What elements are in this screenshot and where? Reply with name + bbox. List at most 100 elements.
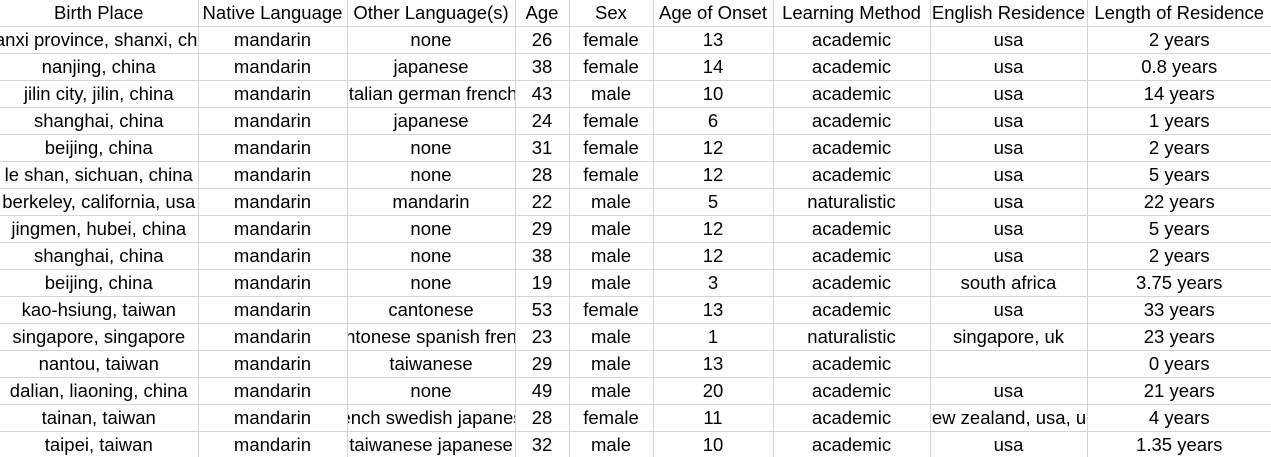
cell-age[interactable]: 43 xyxy=(515,80,570,108)
cell-birth-place[interactable]: beijing, china xyxy=(0,269,199,297)
cell-length-of-residence[interactable]: 0.8 years xyxy=(1087,53,1271,81)
cell-age-of-onset[interactable]: 12 xyxy=(653,242,774,270)
cell-age[interactable]: 23 xyxy=(515,323,570,351)
column-header-birth-place[interactable]: Birth Place xyxy=(0,0,199,27)
cell-age[interactable]: 29 xyxy=(515,350,570,378)
cell-learning-method[interactable]: academic xyxy=(773,377,931,405)
cell-native-language[interactable]: mandarin xyxy=(198,26,348,54)
cell-age[interactable]: 19 xyxy=(515,269,570,297)
cell-birth-place[interactable]: le shan, sichuan, china xyxy=(0,161,199,189)
cell-native-language[interactable]: mandarin xyxy=(198,296,348,324)
cell-native-language[interactable]: mandarin xyxy=(198,107,348,135)
column-header-age-of-onset[interactable]: Age of Onset xyxy=(653,0,774,27)
cell-learning-method[interactable]: academic xyxy=(773,404,931,432)
cell-other-languages[interactable]: none xyxy=(347,269,516,297)
cell-birth-place[interactable]: shanxi province, shanxi, china xyxy=(0,26,199,54)
cell-learning-method[interactable]: academic xyxy=(773,134,931,162)
cell-age-of-onset[interactable]: 20 xyxy=(653,377,774,405)
cell-length-of-residence[interactable]: 5 years xyxy=(1087,161,1271,189)
cell-age[interactable]: 53 xyxy=(515,296,570,324)
cell-age-of-onset[interactable]: 13 xyxy=(653,350,774,378)
cell-age-of-onset[interactable]: 11 xyxy=(653,404,774,432)
cell-birth-place[interactable]: beijing, china xyxy=(0,134,199,162)
cell-age[interactable]: 49 xyxy=(515,377,570,405)
cell-age-of-onset[interactable]: 10 xyxy=(653,80,774,108)
cell-sex[interactable]: male xyxy=(569,377,654,405)
cell-native-language[interactable]: mandarin xyxy=(198,53,348,81)
cell-birth-place[interactable]: kao-hsiung, taiwan xyxy=(0,296,199,324)
cell-learning-method[interactable]: academic xyxy=(773,269,931,297)
cell-learning-method[interactable]: academic xyxy=(773,296,931,324)
cell-age-of-onset[interactable]: 1 xyxy=(653,323,774,351)
cell-age[interactable]: 29 xyxy=(515,215,570,243)
cell-sex[interactable]: male xyxy=(569,188,654,216)
cell-age[interactable]: 32 xyxy=(515,431,570,457)
cell-length-of-residence[interactable]: 1.35 years xyxy=(1087,431,1271,457)
cell-age-of-onset[interactable]: 10 xyxy=(653,431,774,457)
cell-other-languages[interactable]: cantonese xyxy=(347,296,516,324)
cell-birth-place[interactable]: taipei, taiwan xyxy=(0,431,199,457)
cell-native-language[interactable]: mandarin xyxy=(198,188,348,216)
cell-length-of-residence[interactable]: 1 years xyxy=(1087,107,1271,135)
cell-learning-method[interactable]: naturalistic xyxy=(773,188,931,216)
cell-native-language[interactable]: mandarin xyxy=(198,431,348,457)
cell-birth-place[interactable]: jilin city, jilin, china xyxy=(0,80,199,108)
cell-length-of-residence[interactable]: 22 years xyxy=(1087,188,1271,216)
cell-learning-method[interactable]: academic xyxy=(773,107,931,135)
cell-age-of-onset[interactable]: 12 xyxy=(653,215,774,243)
cell-learning-method[interactable]: academic xyxy=(773,26,931,54)
cell-learning-method[interactable]: academic xyxy=(773,161,931,189)
cell-english-residence[interactable]: usa xyxy=(930,377,1088,405)
cell-other-languages[interactable]: none xyxy=(347,161,516,189)
cell-length-of-residence[interactable]: 2 years xyxy=(1087,242,1271,270)
cell-native-language[interactable]: mandarin xyxy=(198,377,348,405)
cell-native-language[interactable]: mandarin xyxy=(198,215,348,243)
cell-english-residence[interactable]: usa xyxy=(930,296,1088,324)
cell-age-of-onset[interactable]: 12 xyxy=(653,134,774,162)
cell-age[interactable]: 31 xyxy=(515,134,570,162)
cell-age-of-onset[interactable]: 14 xyxy=(653,53,774,81)
cell-english-residence[interactable]: usa xyxy=(930,134,1088,162)
cell-length-of-residence[interactable]: 0 years xyxy=(1087,350,1271,378)
column-header-age[interactable]: Age xyxy=(515,0,570,27)
cell-birth-place[interactable]: tainan, taiwan xyxy=(0,404,199,432)
cell-age[interactable]: 38 xyxy=(515,53,570,81)
cell-sex[interactable]: male xyxy=(569,323,654,351)
cell-birth-place[interactable]: nanjing, china xyxy=(0,53,199,81)
cell-length-of-residence[interactable]: 33 years xyxy=(1087,296,1271,324)
cell-native-language[interactable]: mandarin xyxy=(198,404,348,432)
cell-other-languages[interactable]: taiwanese japanese xyxy=(347,431,516,457)
cell-native-language[interactable]: mandarin xyxy=(198,80,348,108)
cell-learning-method[interactable]: academic xyxy=(773,350,931,378)
cell-english-residence[interactable]: usa xyxy=(930,431,1088,457)
cell-english-residence[interactable]: new zealand, usa, uk xyxy=(930,404,1088,432)
cell-length-of-residence[interactable]: 2 years xyxy=(1087,26,1271,54)
cell-learning-method[interactable]: naturalistic xyxy=(773,323,931,351)
cell-age-of-onset[interactable]: 12 xyxy=(653,161,774,189)
cell-sex[interactable]: male xyxy=(569,215,654,243)
cell-other-languages[interactable]: none xyxy=(347,377,516,405)
cell-native-language[interactable]: mandarin xyxy=(198,269,348,297)
cell-learning-method[interactable]: academic xyxy=(773,215,931,243)
cell-sex[interactable]: female xyxy=(569,107,654,135)
cell-age-of-onset[interactable]: 13 xyxy=(653,296,774,324)
cell-english-residence[interactable]: usa xyxy=(930,26,1088,54)
cell-native-language[interactable]: mandarin xyxy=(198,323,348,351)
cell-birth-place[interactable]: shanghai, china xyxy=(0,242,199,270)
cell-age-of-onset[interactable]: 6 xyxy=(653,107,774,135)
cell-sex[interactable]: male xyxy=(569,269,654,297)
cell-learning-method[interactable]: academic xyxy=(773,431,931,457)
column-header-length-of-residence[interactable]: Length of Residence xyxy=(1087,0,1271,27)
cell-other-languages[interactable]: none xyxy=(347,242,516,270)
column-header-english-residence[interactable]: English Residence xyxy=(930,0,1088,27)
cell-other-languages[interactable]: french swedish japanese xyxy=(347,404,516,432)
cell-age[interactable]: 22 xyxy=(515,188,570,216)
cell-length-of-residence[interactable]: 4 years xyxy=(1087,404,1271,432)
cell-sex[interactable]: female xyxy=(569,404,654,432)
cell-english-residence[interactable]: south africa xyxy=(930,269,1088,297)
cell-sex[interactable]: female xyxy=(569,296,654,324)
column-header-other-languages[interactable]: Other Language(s) xyxy=(347,0,516,27)
cell-learning-method[interactable]: academic xyxy=(773,242,931,270)
cell-other-languages[interactable]: cantonese spanish french xyxy=(347,323,516,351)
cell-birth-place[interactable]: jingmen, hubei, china xyxy=(0,215,199,243)
